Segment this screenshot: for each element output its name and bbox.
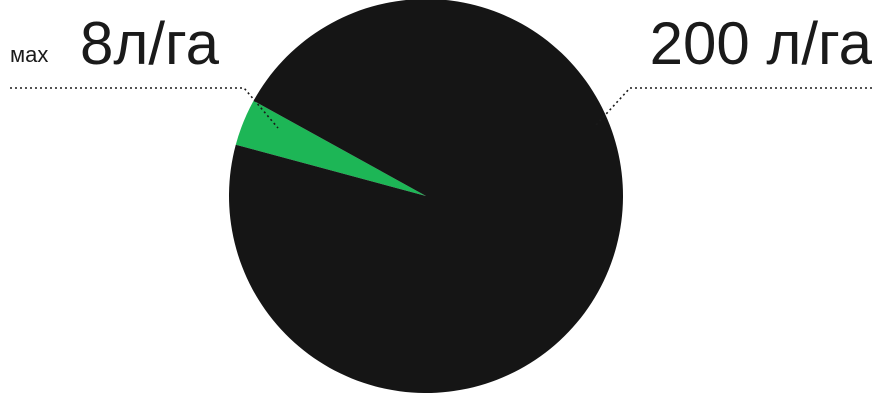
pie-slices — [229, 0, 623, 393]
small-slice-prefix: мах — [10, 42, 48, 67]
pie-slice-200 — [229, 0, 623, 393]
large-slice-label: 200 л/га — [650, 10, 873, 77]
pie-slice-8 — [235, 100, 426, 196]
small-slice-leader-line — [10, 87, 279, 129]
small-slice-label: 8л/га — [80, 10, 220, 77]
large-slice-leader-line — [595, 87, 872, 126]
